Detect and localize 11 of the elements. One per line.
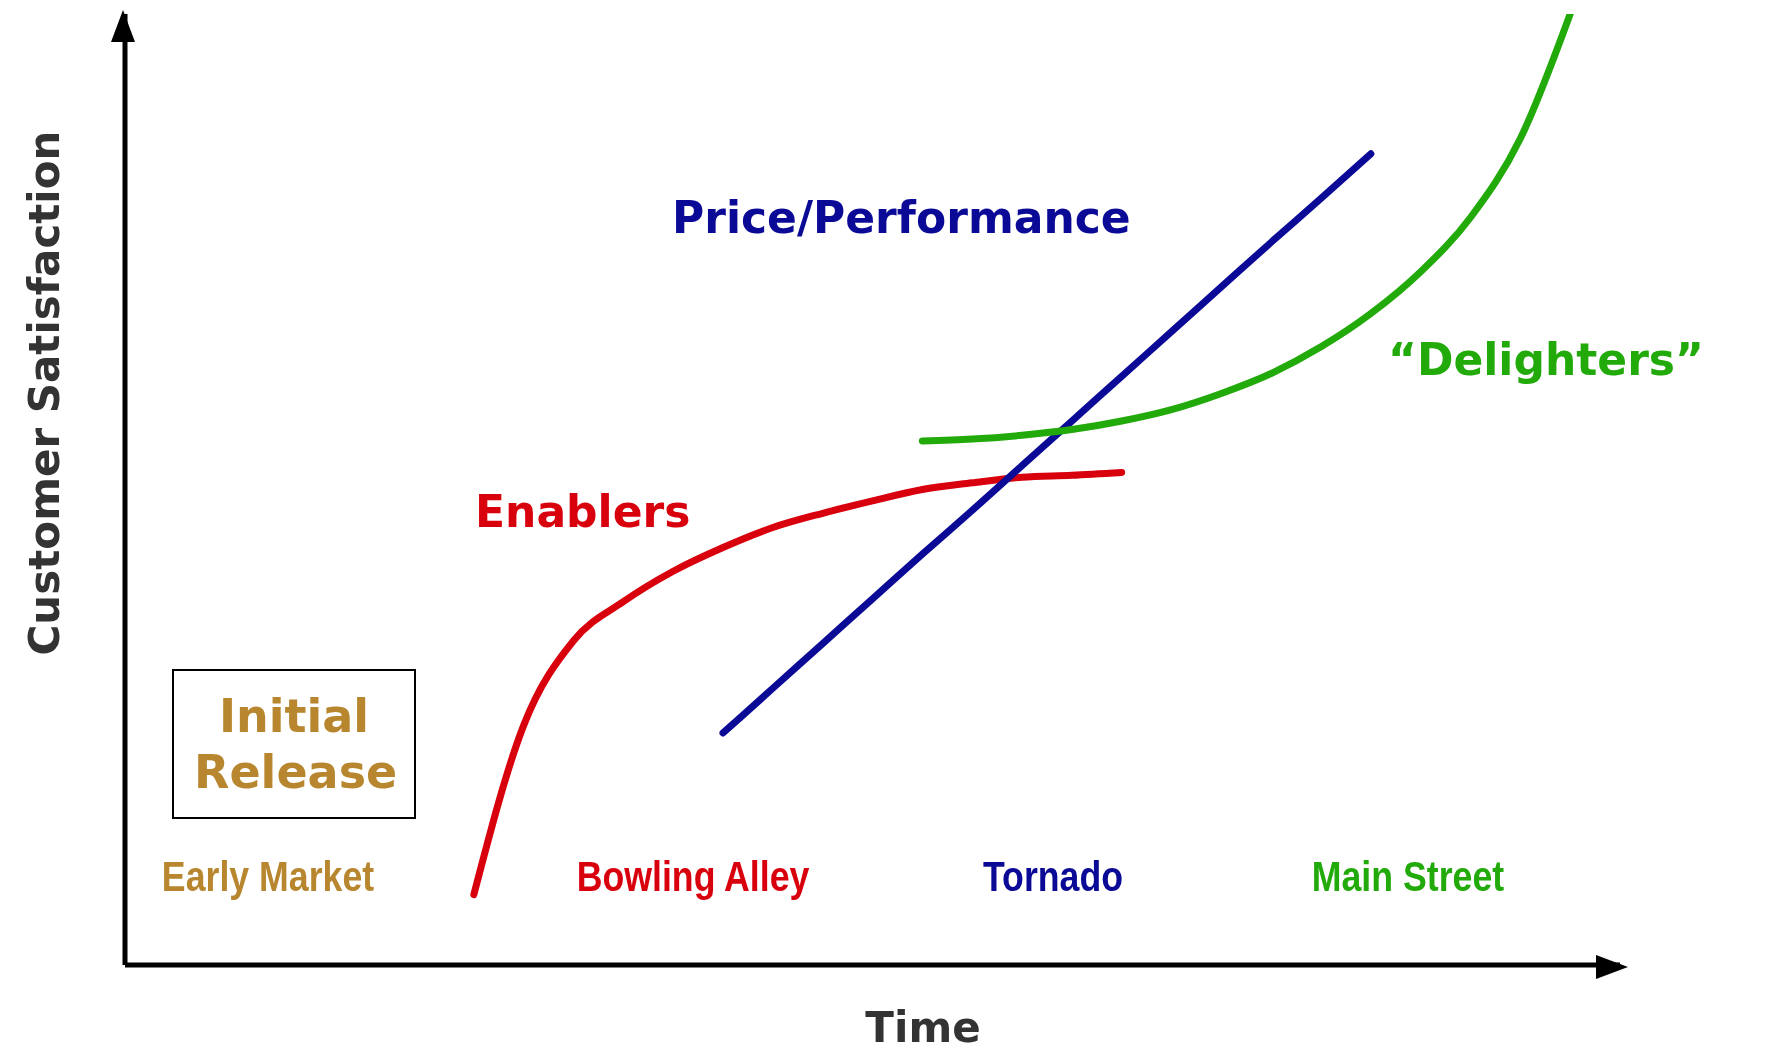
y-axis-title: Customer Satisfaction xyxy=(19,130,69,656)
x-axis-title: Time xyxy=(865,1003,981,1047)
text: Price/Performance xyxy=(672,192,1131,243)
annotation: Main Street xyxy=(1310,853,1506,901)
series-label: “Delighters” xyxy=(1388,334,1704,385)
annotation: Initial Release xyxy=(194,688,398,800)
series-label: Enablers xyxy=(475,486,691,537)
label-frame: Initial Release xyxy=(172,669,416,819)
annotation: Bowling Alley xyxy=(575,853,811,901)
annotation: Tornado xyxy=(981,853,1125,901)
annotation: Early Market xyxy=(160,853,376,901)
